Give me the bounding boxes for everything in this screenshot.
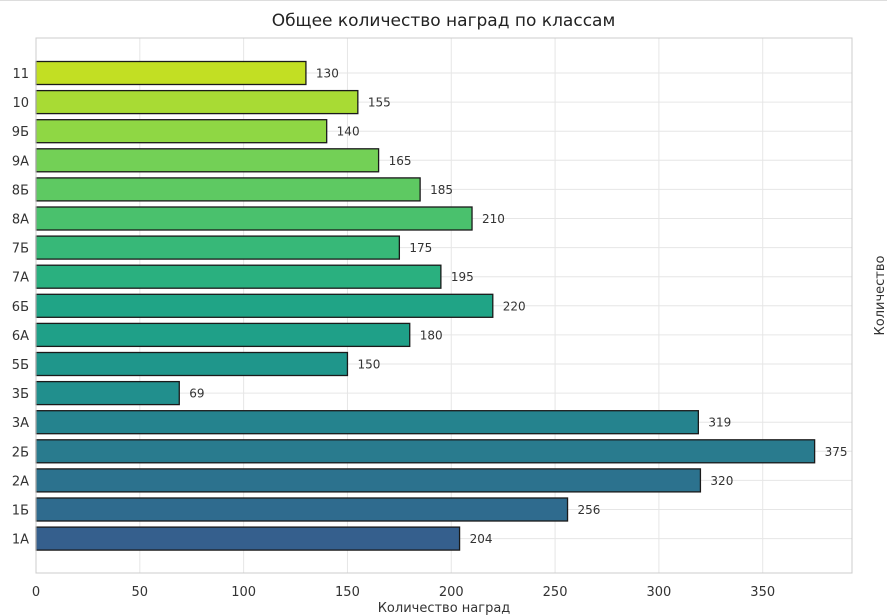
bar-6А xyxy=(35,322,411,348)
data-label: 319 xyxy=(708,416,731,430)
data-label: 375 xyxy=(825,445,848,459)
x-tick-label: 200 xyxy=(439,585,464,600)
plot-frame xyxy=(35,37,853,574)
bar-9А xyxy=(35,148,380,173)
bar-10 xyxy=(35,89,359,115)
x-tick-label: 100 xyxy=(231,585,256,600)
x-tick-label: 300 xyxy=(646,585,671,600)
data-label: 130 xyxy=(316,67,339,81)
data-label: 195 xyxy=(451,270,474,284)
data-label: 185 xyxy=(430,183,453,197)
data-label: 256 xyxy=(578,503,601,517)
data-label: 180 xyxy=(420,328,443,342)
bar-9Б xyxy=(35,119,328,144)
y-tick-label: 5Б xyxy=(12,358,29,373)
bar-5Б xyxy=(35,351,349,377)
bar-2Б xyxy=(35,439,816,464)
y-tick-label: 1Б xyxy=(12,504,29,519)
data-label: 69 xyxy=(189,387,204,401)
bar-11 xyxy=(35,60,307,86)
data-label: 220 xyxy=(503,299,526,313)
bar-7А xyxy=(35,264,442,289)
x-tick-label: 150 xyxy=(335,585,360,600)
y-tick-label: 3А xyxy=(12,416,29,431)
y-tick-label: 9А xyxy=(12,154,29,169)
y-tick-label: 3Б xyxy=(12,387,29,402)
data-label: 155 xyxy=(368,96,391,110)
y-tick-label: 2Б xyxy=(12,445,29,460)
data-label: 165 xyxy=(389,154,412,168)
y-tick-label: 7Б xyxy=(12,242,29,257)
data-label: 175 xyxy=(409,241,432,255)
y-tick-label: 9Б xyxy=(12,125,29,140)
bar-1А xyxy=(35,526,461,551)
data-label: 320 xyxy=(710,474,733,488)
bar-8Б xyxy=(35,177,421,202)
y-tick-label: 10 xyxy=(12,96,29,111)
y-tick-label: 8А xyxy=(12,213,29,228)
bar-3А xyxy=(35,410,700,435)
data-label: 204 xyxy=(470,532,493,546)
y-tick-label: 1А xyxy=(12,533,29,548)
bar-6Б xyxy=(35,293,494,318)
y-tick-label: 2А xyxy=(12,474,29,489)
y-tick-label: 6А xyxy=(12,329,29,344)
y-axis-label-right: Количество xyxy=(873,255,887,335)
x-tick-label: 0 xyxy=(32,585,40,600)
data-label: 140 xyxy=(337,125,360,139)
labels-layer: 0 50 100 150 200 250 300 350 1А 204 1Б 256 2А 320 2Б 37… xyxy=(12,67,848,601)
data-label: 210 xyxy=(482,212,505,226)
x-tick-label: 350 xyxy=(750,585,775,600)
bar-1Б xyxy=(35,497,569,522)
x-tick-label: 50 xyxy=(132,585,149,600)
y-tick-label: 6Б xyxy=(12,300,29,315)
data-label: 150 xyxy=(357,358,380,372)
bar-7Б xyxy=(35,235,401,260)
top-divider xyxy=(0,0,887,1)
bar-2А xyxy=(35,468,702,493)
x-tick-label: 250 xyxy=(543,585,568,600)
x-axis-label: Количество наград xyxy=(378,601,511,616)
bar-8А xyxy=(35,206,473,231)
y-tick-label: 7А xyxy=(12,271,29,286)
bar-3Б xyxy=(35,380,180,406)
y-tick-label: 8Б xyxy=(12,183,29,198)
y-tick-label: 11 xyxy=(12,67,29,82)
